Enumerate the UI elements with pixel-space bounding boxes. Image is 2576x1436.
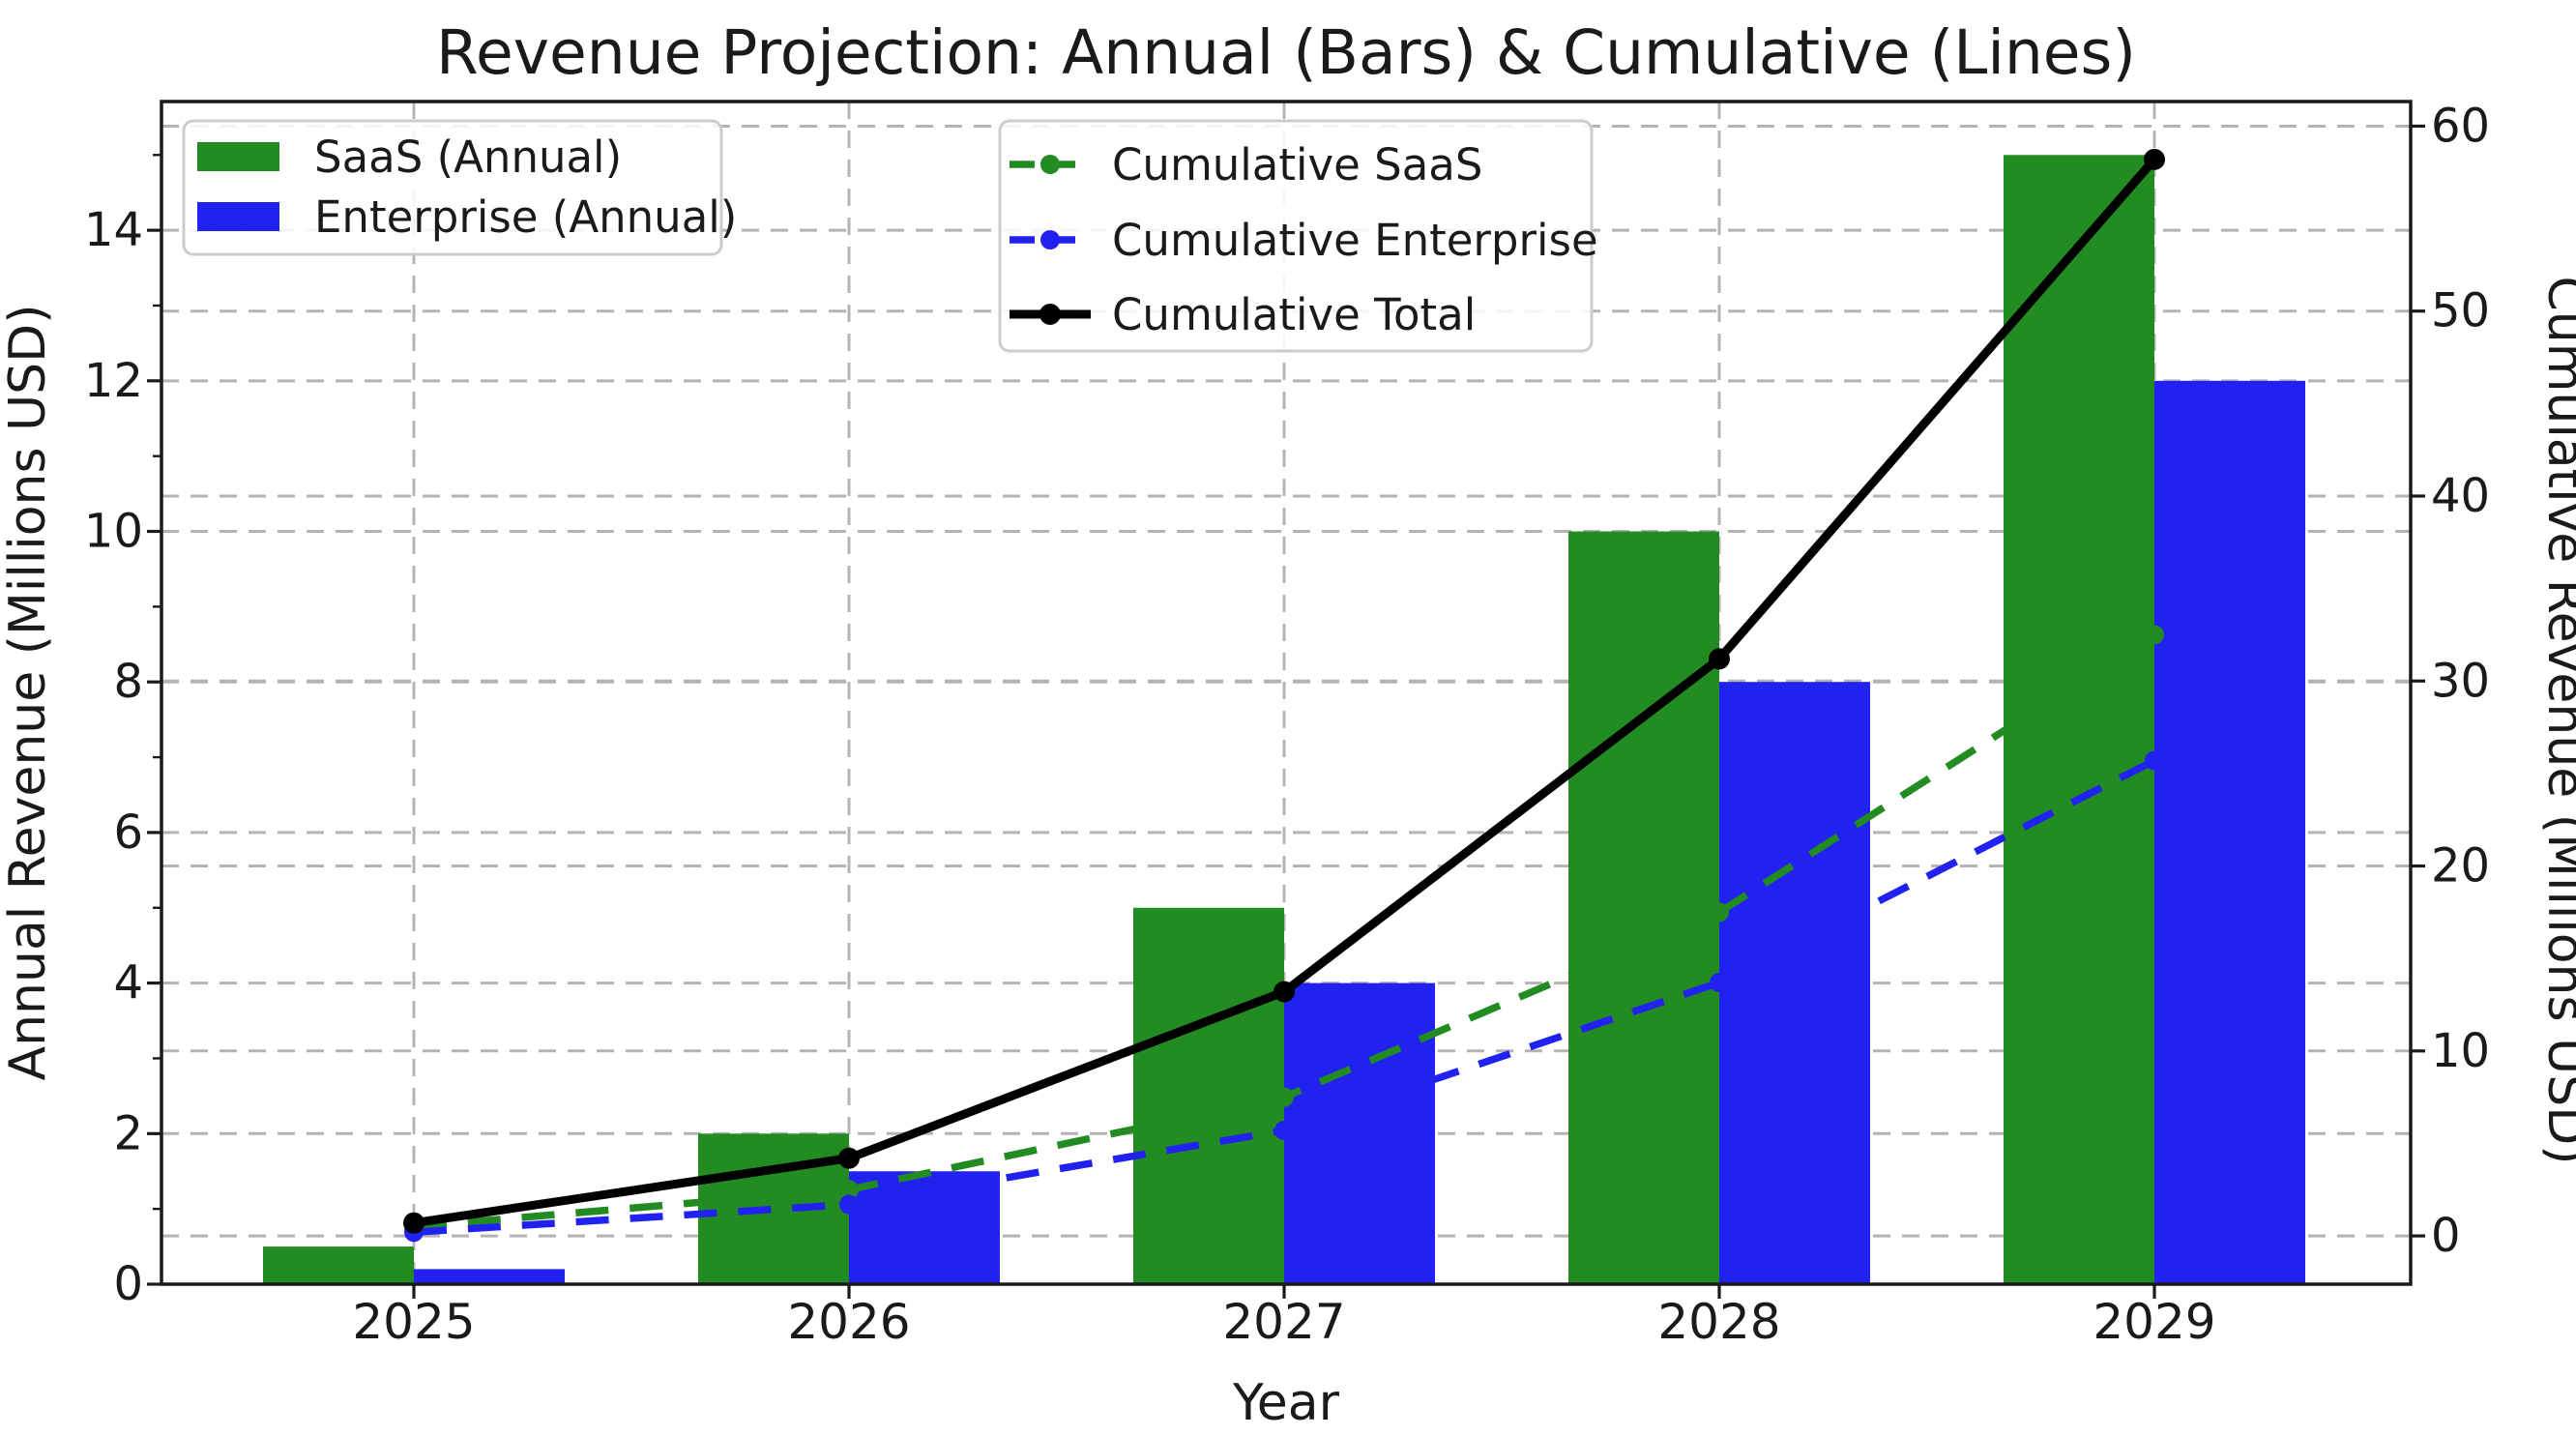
- legend-marker-cumulative-total: [1039, 304, 1061, 325]
- marker-cumulative-enterprise-2028: [1710, 973, 1729, 993]
- legend-label-saas: SaaS (Annual): [314, 132, 622, 183]
- marker-cumulative-total-2027: [1273, 981, 1295, 1003]
- x-tick-label-2027: 2027: [1222, 1294, 1345, 1350]
- legend-annual-frame: [182, 119, 723, 256]
- x-tick-label-2028: 2028: [1657, 1294, 1780, 1350]
- x-tick-label-2026: 2026: [787, 1294, 910, 1350]
- legend-cumulative-frame: [998, 119, 1594, 353]
- marker-cumulative-total-2029: [2144, 148, 2165, 170]
- line-series: [403, 148, 2165, 1243]
- marker-cumulative-total-2026: [838, 1147, 860, 1169]
- left-tick-label-0: 0: [113, 1257, 143, 1311]
- legend-label-cumulative-saas: Cumulative SaaS: [1112, 139, 1482, 190]
- left-y-axis-label: Annual Revenue (Millions USD): [0, 304, 57, 1080]
- bar-enterprise-2025: [414, 1269, 565, 1284]
- axes-and-ticks: 0 2 4 6 8 10 12 14 0 10 20 30 40 50 60 2025 2026 2027 2028…: [84, 99, 2490, 1350]
- bar-enterprise-2028: [1719, 682, 1870, 1284]
- marker-cumulative-total-2028: [1709, 648, 1730, 670]
- marker-cumulative-total-2025: [403, 1212, 424, 1234]
- marker-cumulative-saas-2027: [1274, 1087, 1294, 1107]
- marker-cumulative-enterprise-2027: [1274, 1121, 1294, 1141]
- bar-enterprise-2027: [1284, 982, 1435, 1284]
- legend-swatch-saas: [197, 142, 279, 171]
- bar-saas-2027: [1133, 907, 1284, 1284]
- left-tick-label-14: 14: [84, 203, 143, 257]
- legend-annual: SaaS (Annual) Enterprise (Annual): [182, 119, 737, 256]
- x-tick-label-2025: 2025: [352, 1294, 475, 1350]
- x-tick-label-2029: 2029: [2093, 1294, 2215, 1350]
- left-tick-label-8: 8: [113, 655, 143, 709]
- legend-label-enterprise: Enterprise (Annual): [314, 191, 737, 243]
- marker-cumulative-enterprise-2026: [839, 1194, 859, 1215]
- left-tick-label-4: 4: [113, 956, 143, 1011]
- right-tick-label-50: 50: [2431, 284, 2490, 338]
- legend-marker-cumulative-enterprise: [1040, 230, 1060, 249]
- plot-spines: [160, 100, 2413, 1286]
- legend-label-cumulative-enterprise: Cumulative Enterprise: [1112, 215, 1598, 266]
- bar-enterprise-2029: [2154, 380, 2305, 1284]
- bar-saas-2026: [698, 1133, 849, 1284]
- left-tick-label-2: 2: [113, 1106, 143, 1160]
- legend-swatch-enterprise: [197, 202, 279, 231]
- left-tick-label-6: 6: [113, 806, 143, 860]
- marker-cumulative-enterprise-2029: [2145, 750, 2164, 771]
- marker-cumulative-saas-2026: [839, 1180, 859, 1200]
- right-y-axis-label: Cumulative Revenue (Millions USD): [2536, 276, 2576, 1164]
- legend-cumulative: Cumulative SaaS Cumulative Enterprise Cu…: [998, 119, 1598, 353]
- right-tick-label-40: 40: [2431, 469, 2490, 523]
- legend-marker-cumulative-saas: [1040, 155, 1060, 174]
- bar-series: [263, 155, 2305, 1284]
- right-tick-label-30: 30: [2431, 654, 2490, 708]
- bar-saas-2025: [263, 1246, 414, 1284]
- marker-cumulative-saas-2029: [2145, 625, 2164, 645]
- left-tick-label-10: 10: [84, 505, 143, 559]
- right-tick-label-0: 0: [2431, 1209, 2461, 1263]
- right-tick-label-10: 10: [2431, 1024, 2490, 1078]
- chart-title: Revenue Projection: Annual (Bars) & Cumu…: [436, 17, 2136, 88]
- legend-label-cumulative-total: Cumulative Total: [1112, 289, 1476, 340]
- x-axis-label: Year: [1232, 1374, 1340, 1432]
- left-tick-label-12: 12: [84, 354, 143, 408]
- right-tick-label-20: 20: [2431, 839, 2490, 894]
- marker-cumulative-saas-2028: [1710, 902, 1729, 923]
- bar-saas-2028: [1568, 531, 1719, 1284]
- right-tick-label-60: 60: [2431, 99, 2490, 153]
- bar-saas-2029: [2004, 155, 2154, 1284]
